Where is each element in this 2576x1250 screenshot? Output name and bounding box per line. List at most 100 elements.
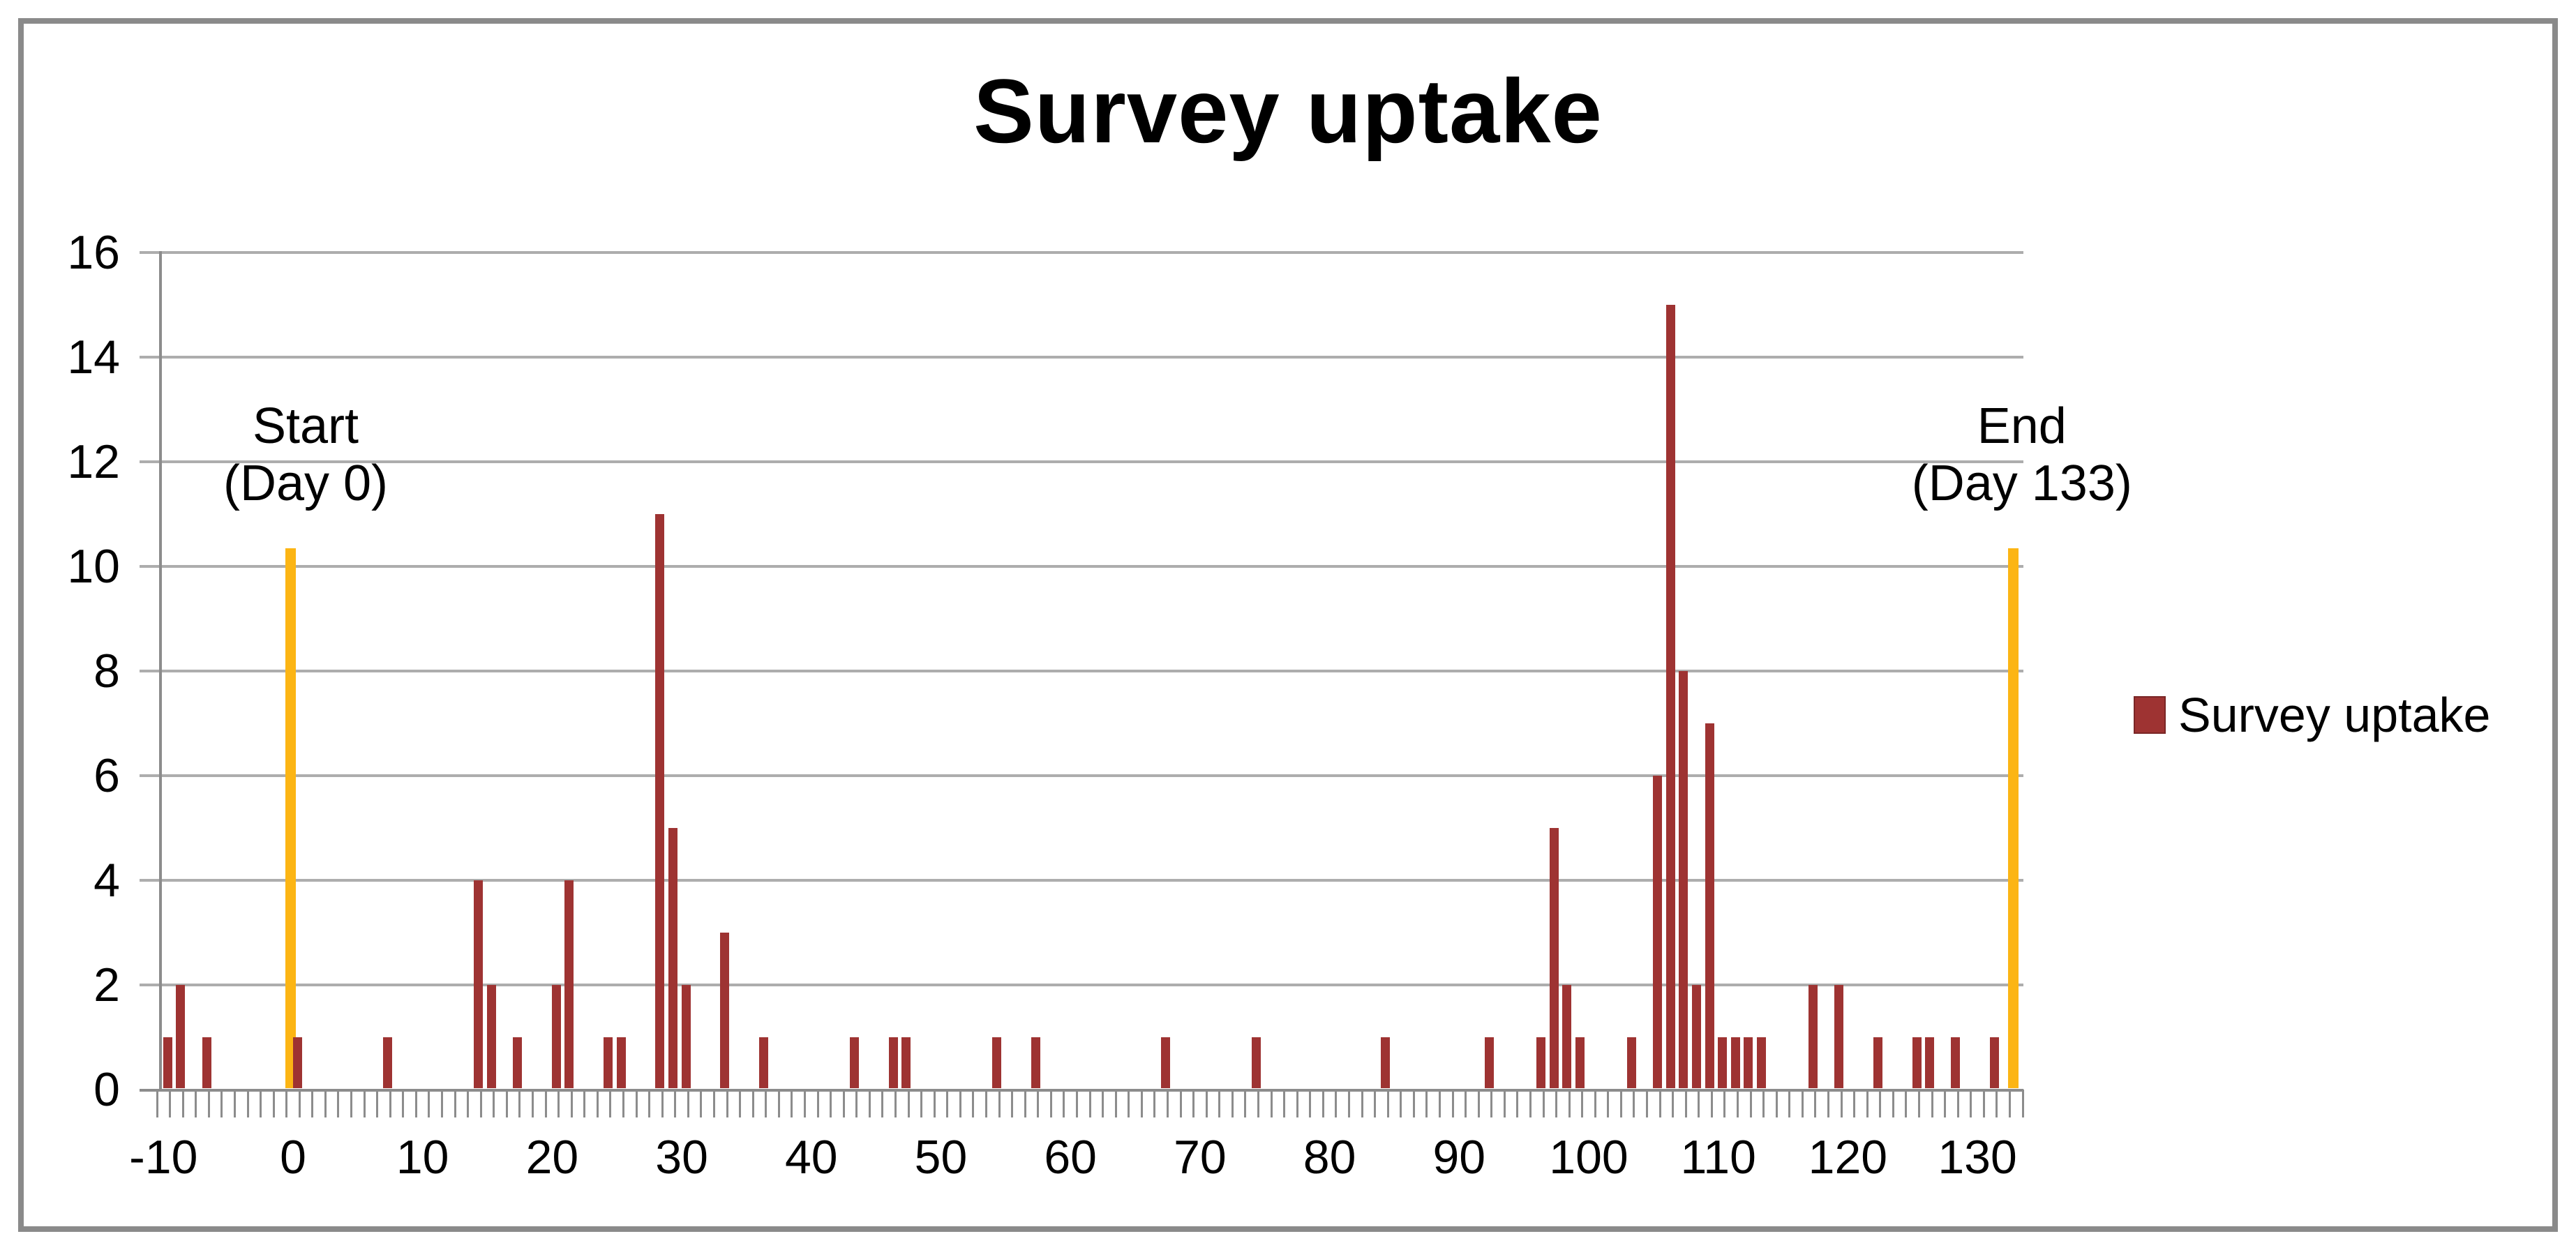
x-axis-minor-tick xyxy=(765,1090,767,1117)
x-axis-minor-tick xyxy=(493,1090,495,1117)
y-axis-label-2: 2 xyxy=(93,958,120,1011)
x-axis-minor-tick xyxy=(285,1090,288,1117)
survey-uptake-bar-day-30 xyxy=(681,985,691,1088)
gridline-y-10 xyxy=(140,565,2023,568)
chart-title: Survey uptake xyxy=(973,60,1603,162)
survey-uptake-bar-day-0 xyxy=(292,1037,302,1088)
x-axis-minor-tick xyxy=(1503,1090,1506,1117)
x-axis-minor-tick xyxy=(1723,1090,1726,1117)
x-axis-minor-tick xyxy=(441,1090,444,1117)
x-axis-minor-tick xyxy=(1879,1090,1882,1117)
x-axis-minor-tick xyxy=(181,1090,184,1117)
x-axis-minor-tick xyxy=(1542,1090,1545,1117)
x-axis-minor-tick xyxy=(1063,1090,1065,1117)
x-axis-minor-tick xyxy=(1283,1090,1286,1117)
legend-swatch xyxy=(2134,696,2166,734)
annotation-start-line1: Start xyxy=(252,398,359,454)
x-axis-minor-tick xyxy=(609,1090,612,1117)
survey-uptake-bar-day-54 xyxy=(992,1037,1002,1088)
x-axis-minor-tick xyxy=(1853,1090,1856,1117)
survey-uptake-bar-day--7 xyxy=(202,1037,211,1088)
x-axis-minor-tick xyxy=(1646,1090,1649,1117)
x-axis-minor-tick xyxy=(1633,1090,1635,1117)
survey-uptake-bar-day-17 xyxy=(513,1037,523,1088)
survey-uptake-bar-day-105 xyxy=(1653,776,1663,1088)
x-axis-minor-tick xyxy=(959,1090,961,1117)
survey-uptake-bar-day-106 xyxy=(1665,305,1675,1088)
survey-uptake-bar-day--9 xyxy=(176,985,186,1088)
x-axis-minor-tick xyxy=(1982,1090,1985,1117)
x-axis-minor-tick xyxy=(1529,1090,1532,1117)
x-axis-minor-tick xyxy=(700,1090,703,1117)
x-axis-minor-tick xyxy=(207,1090,210,1117)
survey-uptake-bar-day-107 xyxy=(1679,671,1688,1088)
start-marker-bar xyxy=(285,548,296,1088)
x-axis-minor-tick xyxy=(389,1090,391,1117)
x-axis-minor-tick xyxy=(1140,1090,1143,1117)
x-axis-minor-tick xyxy=(1309,1090,1312,1117)
x-axis-minor-tick xyxy=(1918,1090,1921,1117)
x-axis-minor-tick xyxy=(1024,1090,1026,1117)
survey-uptake-bar-day-112 xyxy=(1744,1037,1753,1088)
x-axis-minor-tick xyxy=(777,1090,780,1117)
survey-uptake-bar-day-47 xyxy=(901,1037,911,1088)
x-axis-minor-tick xyxy=(298,1090,301,1117)
gridline-y-14 xyxy=(140,356,2023,359)
x-axis-minor-tick xyxy=(1970,1090,1972,1117)
x-axis-minor-tick xyxy=(220,1090,223,1117)
survey-uptake-bar-day-109 xyxy=(1705,723,1714,1088)
y-axis-label-8: 8 xyxy=(93,645,120,698)
survey-uptake-bar-day-113 xyxy=(1756,1037,1766,1088)
x-axis-minor-tick xyxy=(169,1090,172,1117)
x-axis-minor-tick xyxy=(311,1090,314,1117)
x-axis-minor-tick xyxy=(1607,1090,1610,1117)
x-axis-label-10: 10 xyxy=(396,1131,449,1184)
x-axis-minor-tick xyxy=(1166,1090,1169,1117)
x-axis-minor-tick xyxy=(855,1090,858,1117)
annotation-end-line1: End xyxy=(1977,398,2067,454)
x-axis-minor-tick xyxy=(544,1090,547,1117)
x-axis-minor-tick xyxy=(518,1090,521,1117)
x-axis-minor-tick xyxy=(816,1090,819,1117)
x-axis-label-30: 30 xyxy=(655,1131,708,1184)
gridline-y-16 xyxy=(140,251,2023,254)
x-axis-minor-tick xyxy=(1568,1090,1571,1117)
x-axis-minor-tick xyxy=(428,1090,430,1117)
survey-uptake-bar-day-29 xyxy=(668,828,678,1088)
x-axis-minor-tick xyxy=(751,1090,754,1117)
x-axis-minor-tick xyxy=(1827,1090,1830,1117)
x-axis-line xyxy=(140,1089,2023,1092)
x-axis-minor-tick xyxy=(1905,1090,1908,1117)
x-axis-minor-tick xyxy=(1075,1090,1078,1117)
x-axis-minor-tick xyxy=(402,1090,405,1117)
survey-uptake-bar-day--10 xyxy=(163,1037,172,1088)
survey-uptake-bar-day-20 xyxy=(551,985,561,1088)
x-axis-minor-tick xyxy=(1114,1090,1117,1117)
x-axis-minor-tick xyxy=(726,1090,728,1117)
x-axis-label--10: -10 xyxy=(129,1131,198,1184)
x-axis-minor-tick xyxy=(907,1090,910,1117)
y-axis-label-10: 10 xyxy=(67,540,120,593)
x-axis-minor-tick xyxy=(1374,1090,1377,1117)
x-axis-minor-tick xyxy=(1516,1090,1519,1117)
survey-uptake-bar-day-125 xyxy=(1912,1037,1922,1088)
x-axis-minor-tick xyxy=(1102,1090,1104,1117)
x-axis-minor-tick xyxy=(622,1090,625,1117)
x-axis-minor-tick xyxy=(648,1090,651,1117)
survey-uptake-bar-day-84 xyxy=(1381,1037,1391,1088)
x-axis-minor-tick xyxy=(1814,1090,1817,1117)
x-axis-label-20: 20 xyxy=(525,1131,579,1184)
x-axis-minor-tick xyxy=(246,1090,249,1117)
annotation-end: End (Day 133) xyxy=(1899,395,2145,515)
x-axis-minor-tick xyxy=(2021,1090,2024,1117)
y-axis-label-0: 0 xyxy=(93,1063,120,1116)
x-axis-minor-tick xyxy=(1257,1090,1259,1117)
x-axis-minor-tick xyxy=(324,1090,327,1117)
x-axis-minor-tick xyxy=(1698,1090,1700,1117)
y-axis-label-4: 4 xyxy=(93,854,120,907)
x-axis-minor-tick xyxy=(1205,1090,1208,1117)
x-axis-minor-tick xyxy=(1425,1090,1428,1117)
x-axis-minor-tick xyxy=(894,1090,897,1117)
x-axis-minor-tick xyxy=(1386,1090,1389,1117)
